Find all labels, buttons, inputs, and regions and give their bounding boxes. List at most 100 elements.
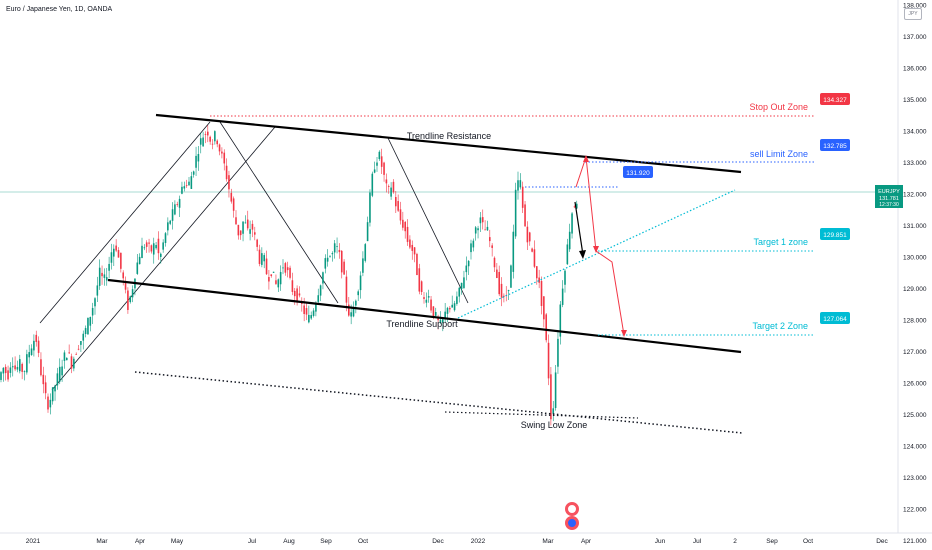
candle[interactable] — [315, 303, 317, 312]
candle[interactable] — [545, 314, 547, 341]
candle[interactable] — [2, 367, 5, 374]
candle[interactable] — [103, 274, 106, 278]
candle[interactable] — [223, 152, 226, 164]
candle[interactable] — [284, 263, 287, 273]
candle[interactable] — [310, 315, 312, 319]
candle[interactable] — [559, 304, 562, 337]
candle[interactable] — [84, 328, 87, 334]
candle[interactable] — [385, 179, 388, 184]
candle[interactable] — [338, 249, 341, 253]
trendline-resistance[interactable] — [155, 113, 742, 174]
candle[interactable] — [28, 352, 30, 358]
candle[interactable] — [418, 268, 421, 292]
candle[interactable] — [160, 253, 162, 257]
candle[interactable] — [444, 311, 446, 320]
candle[interactable] — [19, 359, 21, 372]
candle[interactable] — [512, 231, 515, 272]
candle[interactable] — [275, 280, 277, 284]
candle[interactable] — [533, 249, 536, 267]
candle[interactable] — [484, 229, 486, 231]
time-axis[interactable]: 2021 Mar Apr May Jul Aug Sep Oct Dec 2022 Mar Apr Ju… — [26, 538, 889, 545]
candle[interactable] — [380, 156, 383, 167]
candle[interactable] — [409, 239, 411, 248]
candle[interactable] — [30, 348, 33, 356]
candle[interactable] — [230, 192, 233, 202]
candle[interactable] — [322, 272, 324, 284]
candle[interactable] — [108, 263, 110, 271]
candle[interactable] — [251, 223, 254, 230]
candle[interactable] — [329, 255, 331, 257]
candle[interactable] — [348, 304, 350, 316]
candle[interactable] — [395, 197, 397, 207]
candle[interactable] — [192, 171, 195, 175]
candle[interactable] — [446, 307, 449, 314]
candle[interactable] — [164, 233, 167, 243]
descending-line-1[interactable] — [219, 121, 339, 304]
stop-out-value-badge[interactable] — [820, 93, 850, 105]
candle[interactable] — [56, 373, 59, 386]
candle[interactable] — [333, 243, 336, 253]
candle[interactable] — [254, 232, 256, 235]
candle[interactable] — [498, 271, 500, 295]
candle[interactable] — [566, 244, 569, 265]
candle[interactable] — [543, 296, 545, 320]
candle[interactable] — [113, 248, 115, 257]
candle[interactable] — [286, 267, 289, 271]
trendline-support[interactable] — [107, 278, 742, 354]
current-price-tag[interactable] — [875, 185, 903, 208]
candle[interactable] — [214, 131, 216, 142]
candle[interactable] — [49, 399, 52, 408]
candle[interactable] — [336, 246, 338, 247]
candle[interactable] — [136, 262, 139, 274]
candle[interactable] — [430, 299, 432, 311]
candle[interactable] — [427, 296, 430, 298]
candle[interactable] — [463, 277, 465, 288]
black-arrow-line[interactable] — [574, 201, 584, 256]
candle[interactable] — [256, 239, 258, 247]
candle[interactable] — [143, 247, 146, 249]
candle[interactable] — [16, 367, 19, 370]
candle[interactable] — [547, 342, 550, 379]
candle[interactable] — [416, 253, 418, 276]
candle[interactable] — [183, 186, 186, 189]
candle[interactable] — [249, 229, 251, 234]
candle[interactable] — [174, 204, 176, 215]
candle[interactable] — [204, 134, 207, 135]
candle[interactable] — [61, 366, 63, 376]
target-1-value-badge[interactable] — [820, 228, 850, 240]
candle[interactable] — [536, 266, 538, 279]
candle[interactable] — [127, 290, 129, 310]
candle[interactable] — [225, 165, 228, 180]
candle[interactable] — [9, 367, 12, 373]
candle[interactable] — [460, 282, 463, 289]
candle[interactable] — [75, 353, 77, 355]
candle[interactable] — [91, 307, 94, 316]
candle[interactable] — [68, 352, 70, 354]
candle[interactable] — [554, 372, 557, 409]
candle[interactable] — [101, 272, 103, 277]
candle[interactable] — [66, 357, 68, 361]
candle[interactable] — [98, 267, 101, 286]
candle[interactable] — [73, 358, 75, 369]
candle[interactable] — [117, 250, 120, 258]
candle[interactable] — [47, 396, 49, 410]
ascending-channel-upper[interactable] — [39, 121, 211, 324]
candle[interactable] — [96, 285, 99, 296]
candle[interactable] — [239, 230, 242, 236]
candle[interactable] — [472, 240, 475, 248]
candle[interactable] — [312, 310, 315, 316]
candle[interactable] — [326, 257, 329, 262]
candle[interactable] — [169, 220, 171, 224]
candle[interactable] — [272, 271, 275, 273]
candle[interactable] — [474, 227, 477, 234]
candle[interactable] — [451, 304, 453, 308]
candle[interactable] — [343, 261, 345, 275]
target-2-value-badge[interactable] — [820, 312, 850, 324]
candle[interactable] — [131, 289, 134, 298]
candle[interactable] — [510, 265, 512, 288]
candle[interactable] — [197, 154, 200, 162]
candle[interactable] — [345, 276, 348, 303]
candle[interactable] — [0, 372, 2, 380]
rising-dotted-line[interactable] — [457, 189, 736, 319]
